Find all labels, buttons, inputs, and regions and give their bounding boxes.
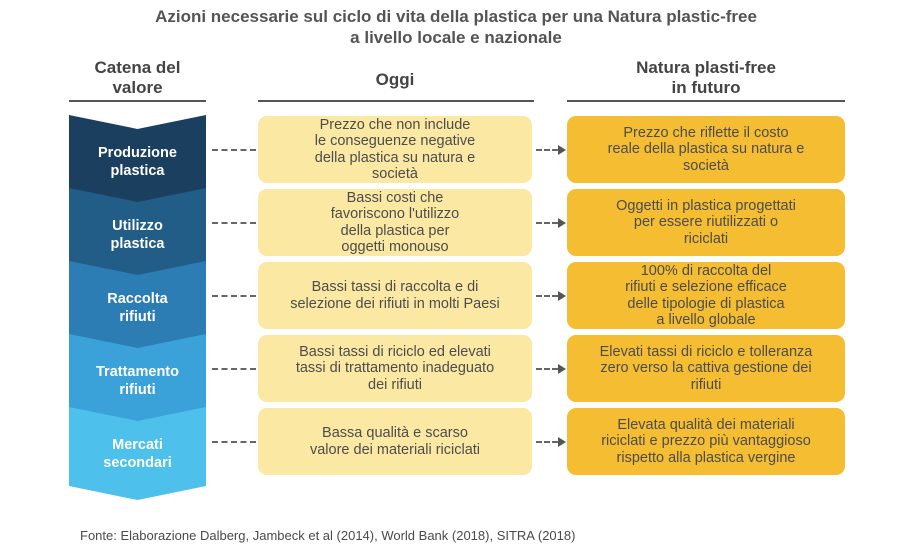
future-text-line: riciclati e prezzo più vantaggioso [601,433,811,450]
today-box: Bassi tassi di riciclo ed elevati tassi d… [258,335,532,402]
today-text-line: della plastica su natura e [314,149,476,166]
column-header-chain-line-1: Catena del [94,58,181,77]
today-text-line: favoriscono l'utilizzo [330,206,460,222]
today-box: Bassi tassi di raccolta e di selezione de… [258,262,532,329]
future-text-line: società [683,157,729,174]
arrow-right-icon [558,363,566,374]
future-text-line: rifiuti e selezione efficace [625,279,787,295]
today-text-line: Bassi tassi di raccolta e di [311,279,479,295]
column-header-future-line-2: in futuro [671,78,741,97]
stage-label-line: Utilizzo [112,217,163,234]
arrow-right-icon [558,436,566,447]
stage-label-line: plastica [110,162,165,179]
future-text-line: Oggetti in plastica progettati [616,197,796,214]
title-line-1: Azioni necessarie sul ciclo di vita dell… [155,7,757,26]
stage-label-line: plastica [110,235,165,252]
connector-today-to-future [536,148,558,151]
connector-stage-to-today [212,440,256,443]
future-text-line: 100% di raccolta del [640,262,772,279]
connector-today-to-future [536,294,558,297]
stage-label-line: Mercati [112,436,163,453]
column-header-chain: Catena del valore [69,58,206,98]
column-header-today: Oggi [258,70,532,90]
arrow-right-icon [558,217,566,228]
header-rule-today [258,100,534,102]
stage-chevron: Raccolta rifiuti [69,261,206,354]
stage-chevron: Produzione plastica [69,115,206,208]
today-text-line: della plastica per [340,222,450,239]
future-text-line: Elevati tassi di riciclo e tolleranza [599,343,813,360]
today-box: Bassi costi che favoriscono l'utilizzo del… [258,189,532,256]
stage-chevron: Trattamento rifiuti [69,334,206,427]
column-header-today-label: Oggi [375,70,415,89]
future-text-line: delle tipologie di plastica [627,295,785,312]
future-text-line: Elevata qualità dei materiali [617,416,795,433]
future-box: 100% di raccolta del rifiuti e selezione … [567,262,845,329]
future-box: Elevata qualità dei materiali riciclati e… [567,408,845,475]
future-text-line: Prezzo che riflette il costo [623,124,789,141]
stage-chevron: Mercati secondari [69,407,206,500]
today-text-line: Bassi tassi di riciclo ed elevati [299,343,491,360]
today-box: Bassa qualità e scarso valore dei materia… [258,408,532,475]
connector-today-to-future [536,367,558,370]
today-box: Prezzo che non include le conseguenze neg… [258,116,532,183]
today-text-line: valore dei materiali riciclati [309,441,481,458]
connector-stage-to-today [212,148,256,151]
today-text-line: tassi di trattamento inadeguato [295,360,495,377]
future-box: Oggetti in plastica progettati per essere… [567,189,845,256]
today-text-line: Bassi costi che [346,189,444,206]
connector-today-to-future [536,440,558,443]
stage-label-line: rifiuti [119,381,156,398]
column-header-chain-line-2: valore [112,78,163,97]
today-text-line: le conseguenze negative [314,133,476,149]
future-text-line: zero verso la cattiva gestione dei [600,360,812,377]
header-rule-chain [69,100,206,102]
column-header-future-line-1: Natura plasti-free [636,58,776,77]
arrow-right-icon [558,290,566,301]
stage-label-line: Raccolta [107,290,168,307]
diagram-title: Azioni necessarie sul ciclo di vita dell… [0,6,912,48]
stage-chevron: Utilizzo plastica [69,188,206,281]
connector-stage-to-today [212,367,256,370]
future-text-line: rispetto alla plastica vergine [616,449,796,466]
future-text-line: rifiuti [690,376,722,393]
stage-label-line: Produzione [98,144,177,161]
today-text-line: selezione dei rifiuti in molti Paesi [290,295,500,312]
future-text-line: reale della plastica su natura e [607,141,805,158]
stage-label-line: rifiuti [119,308,156,325]
connector-stage-to-today [212,221,256,224]
header-rule-future [567,100,845,102]
connector-today-to-future [536,221,558,224]
future-text-line: per essere riutilizzati o [633,214,779,231]
stage-label-line: Trattamento [96,363,179,380]
today-text-line: oggetti monouso [341,239,449,255]
today-text-line: dei rifiuti [368,376,422,393]
source-note: Fonte: Elaborazione Dalberg, Jambeck et … [80,528,576,543]
future-text-line: riciclati [683,230,729,247]
column-header-future: Natura plasti-free in futuro [567,58,845,98]
future-box: Prezzo che riflette il costo reale della … [567,116,845,183]
future-box: Elevati tassi di riciclo e tolleranza zer… [567,335,845,402]
today-text-line: società [372,166,418,182]
connector-stage-to-today [212,294,256,297]
today-text-line: Prezzo che non include [319,116,471,133]
arrow-right-icon [558,144,566,155]
future-text-line: a livello globale [656,312,756,328]
today-text-line: Bassa qualità e scarso [322,425,468,441]
stage-label-line: secondari [103,454,172,471]
title-line-2: a livello locale e nazionale [350,28,562,47]
